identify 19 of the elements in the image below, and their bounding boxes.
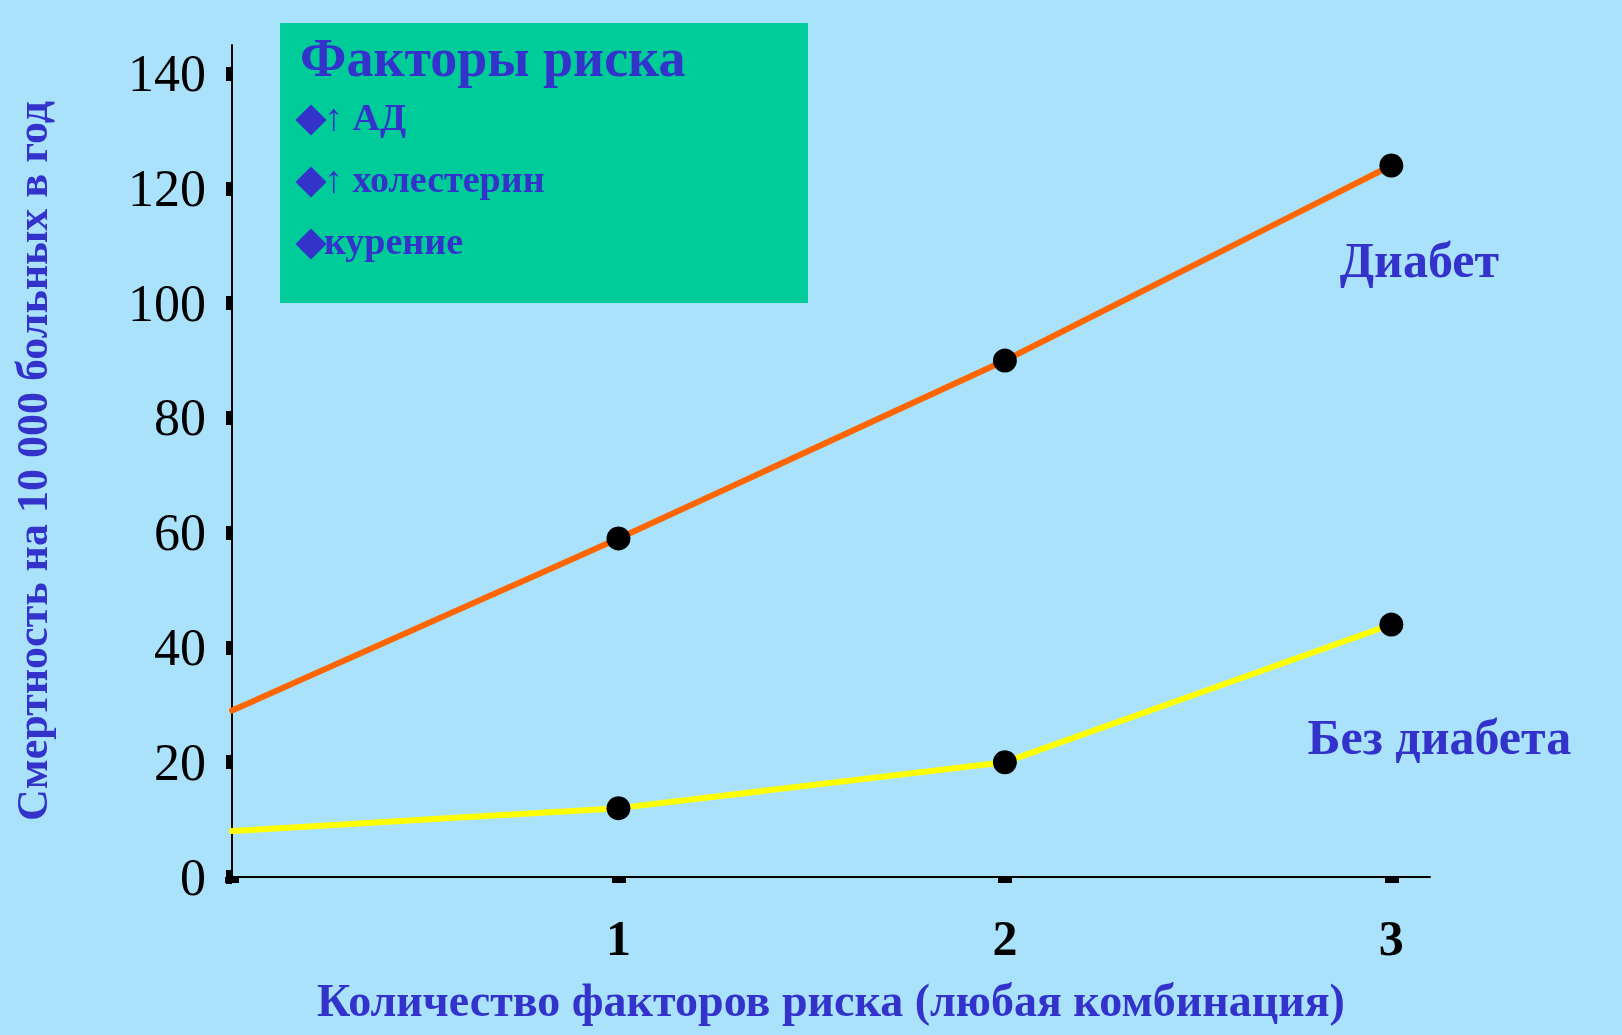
x-axis-title: Количество факторов риска (любая комбинация) (317, 974, 1345, 1026)
y-tick-label: 140 (128, 45, 206, 103)
y-axis-title: Смертность на 10 000 больных в год (7, 100, 57, 822)
y-tick-label: 60 (154, 504, 206, 562)
series-label: Без диабета (1307, 708, 1572, 765)
y-tick-label: 100 (128, 274, 206, 332)
y-tick-label: 120 (128, 159, 206, 217)
x-tick-label: 3 (1378, 910, 1404, 966)
y-tick-label: 80 (154, 389, 206, 447)
annotation: ↑ холестерин (324, 157, 545, 201)
annotation: ↑ АД (324, 95, 407, 139)
series-label: Диабет (1339, 232, 1500, 289)
y-tick-label: 0 (180, 848, 206, 906)
annotation: Факторы риска (300, 27, 687, 89)
annotation: курение (324, 219, 464, 263)
x-tick-label: 2 (992, 910, 1018, 966)
y-tick-label: 40 (154, 618, 206, 676)
y-tick-label: 20 (154, 733, 206, 791)
x-tick-label: 1 (605, 910, 631, 966)
